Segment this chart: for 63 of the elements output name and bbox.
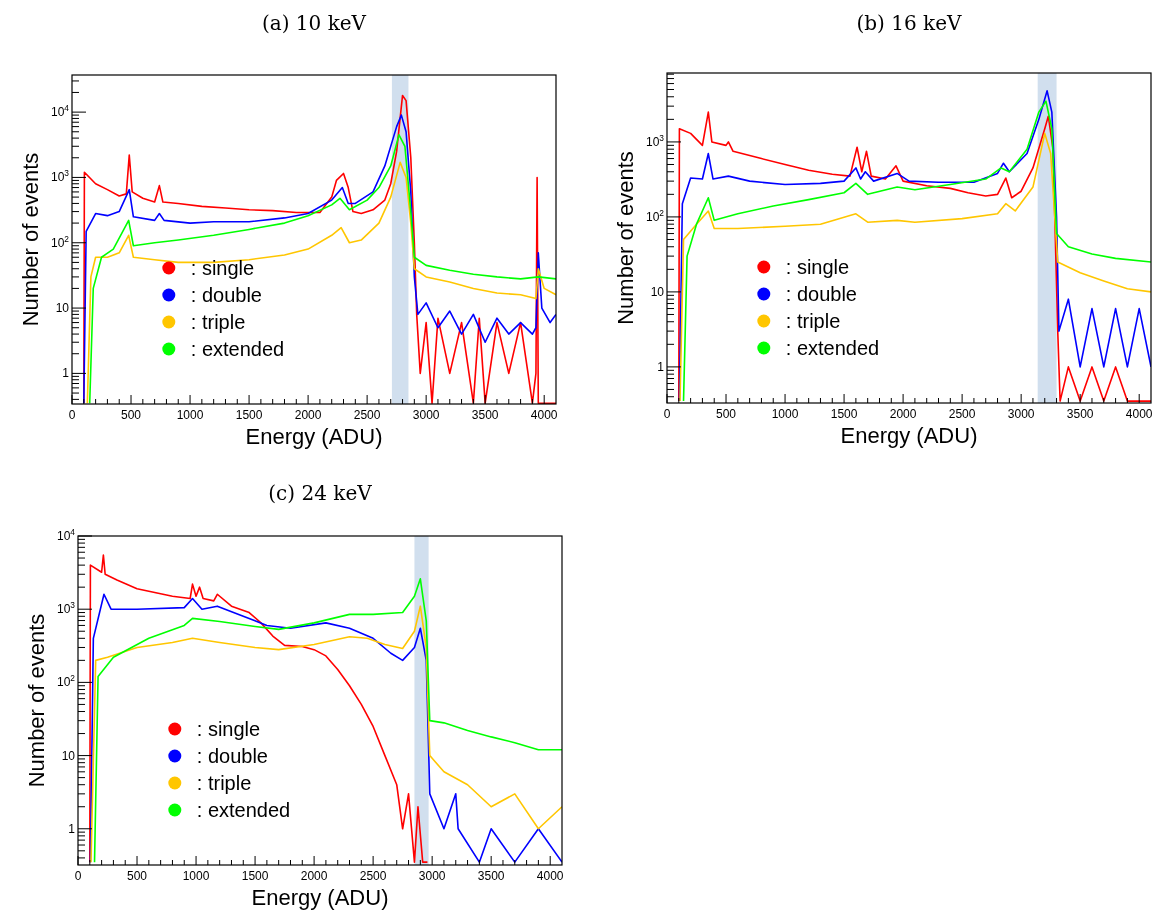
- y-tick-label: 10$^{3}$: [50, 168, 70, 185]
- x-tick-label: 500: [127, 869, 148, 883]
- y-tick-label: 10$^{2}$: [645, 207, 665, 224]
- legend-label: : single: [190, 257, 255, 279]
- x-tick-label: 2000: [294, 408, 322, 422]
- y-tick-label: 10$^{4}$: [50, 103, 70, 120]
- x-tick-label: 2000: [300, 869, 328, 883]
- x-tick-label: 4000: [1125, 407, 1153, 421]
- x-tick-label: 3500: [477, 869, 505, 883]
- legend-label: : single: [785, 256, 850, 278]
- x-tick-label: 1000: [182, 869, 210, 883]
- x-tick-label: 2500: [948, 407, 976, 421]
- x-tick-label: 1000: [176, 408, 204, 422]
- x-tick-label: 0: [68, 408, 76, 422]
- y-tick-label: 10: [650, 284, 665, 299]
- x-tick-label: 3000: [418, 869, 446, 883]
- line-series: [89, 554, 429, 863]
- legend-label: : single: [196, 718, 261, 740]
- y-tick-label: 10: [61, 748, 76, 763]
- x-axis-title: Energy (ADU): [251, 885, 389, 910]
- x-tick-label: 1000: [771, 407, 799, 421]
- y-tick-label: 1: [62, 366, 70, 381]
- legend-label: : extended: [785, 337, 880, 359]
- x-tick-label: 3500: [1066, 407, 1094, 421]
- legend-label: : triple: [190, 311, 246, 333]
- x-tick-label: 2500: [353, 408, 381, 422]
- x-axis-title: Energy (ADU): [245, 424, 383, 449]
- x-tick-label: 4000: [530, 408, 558, 422]
- x-tick-label: 2500: [359, 869, 387, 883]
- legend-label: : double: [785, 283, 857, 305]
- x-tick-label: 500: [716, 407, 737, 421]
- legend-label: : double: [190, 284, 262, 306]
- y-tick-label: 1: [68, 821, 76, 836]
- x-tick-label: 1500: [241, 869, 269, 883]
- y-tick-label: 10$^{2}$: [56, 673, 76, 690]
- legend-label: : triple: [196, 772, 252, 794]
- y-tick-label: 10$^{3}$: [645, 132, 665, 149]
- y-axis-title: Number of events: [24, 613, 49, 788]
- y-tick-label: 10$^{3}$: [56, 600, 76, 617]
- x-tick-label: 500: [121, 408, 142, 422]
- y-tick-label: 10: [55, 301, 70, 316]
- chart-title: (a) 10 keV: [261, 11, 367, 35]
- y-tick-label: 10$^{4}$: [56, 527, 76, 543]
- y-axis-title: Number of events: [613, 151, 638, 325]
- x-tick-label: 3000: [412, 408, 440, 422]
- x-tick-label: 0: [663, 407, 671, 421]
- x-tick-label: 1500: [830, 407, 858, 421]
- x-tick-label: 0: [74, 869, 82, 883]
- chart-title: (b) 16 keV: [856, 11, 963, 35]
- legend-label: : extended: [190, 338, 285, 360]
- x-tick-label: 4000: [536, 869, 564, 883]
- chart-title: (c) 24 keV: [268, 481, 373, 505]
- legend-label: : triple: [785, 310, 841, 332]
- legend-label: : double: [196, 745, 268, 767]
- x-tick-label: 1500: [235, 408, 263, 422]
- x-axis-title: Energy (ADU): [840, 423, 978, 448]
- y-axis-title: Number of events: [18, 152, 43, 327]
- x-tick-label: 3500: [471, 408, 499, 422]
- y-tick-label: 1: [657, 359, 665, 374]
- x-tick-label: 2000: [889, 407, 917, 421]
- x-tick-label: 3000: [1007, 407, 1035, 421]
- legend-label: : extended: [196, 799, 291, 821]
- y-tick-label: 10$^{2}$: [50, 233, 70, 250]
